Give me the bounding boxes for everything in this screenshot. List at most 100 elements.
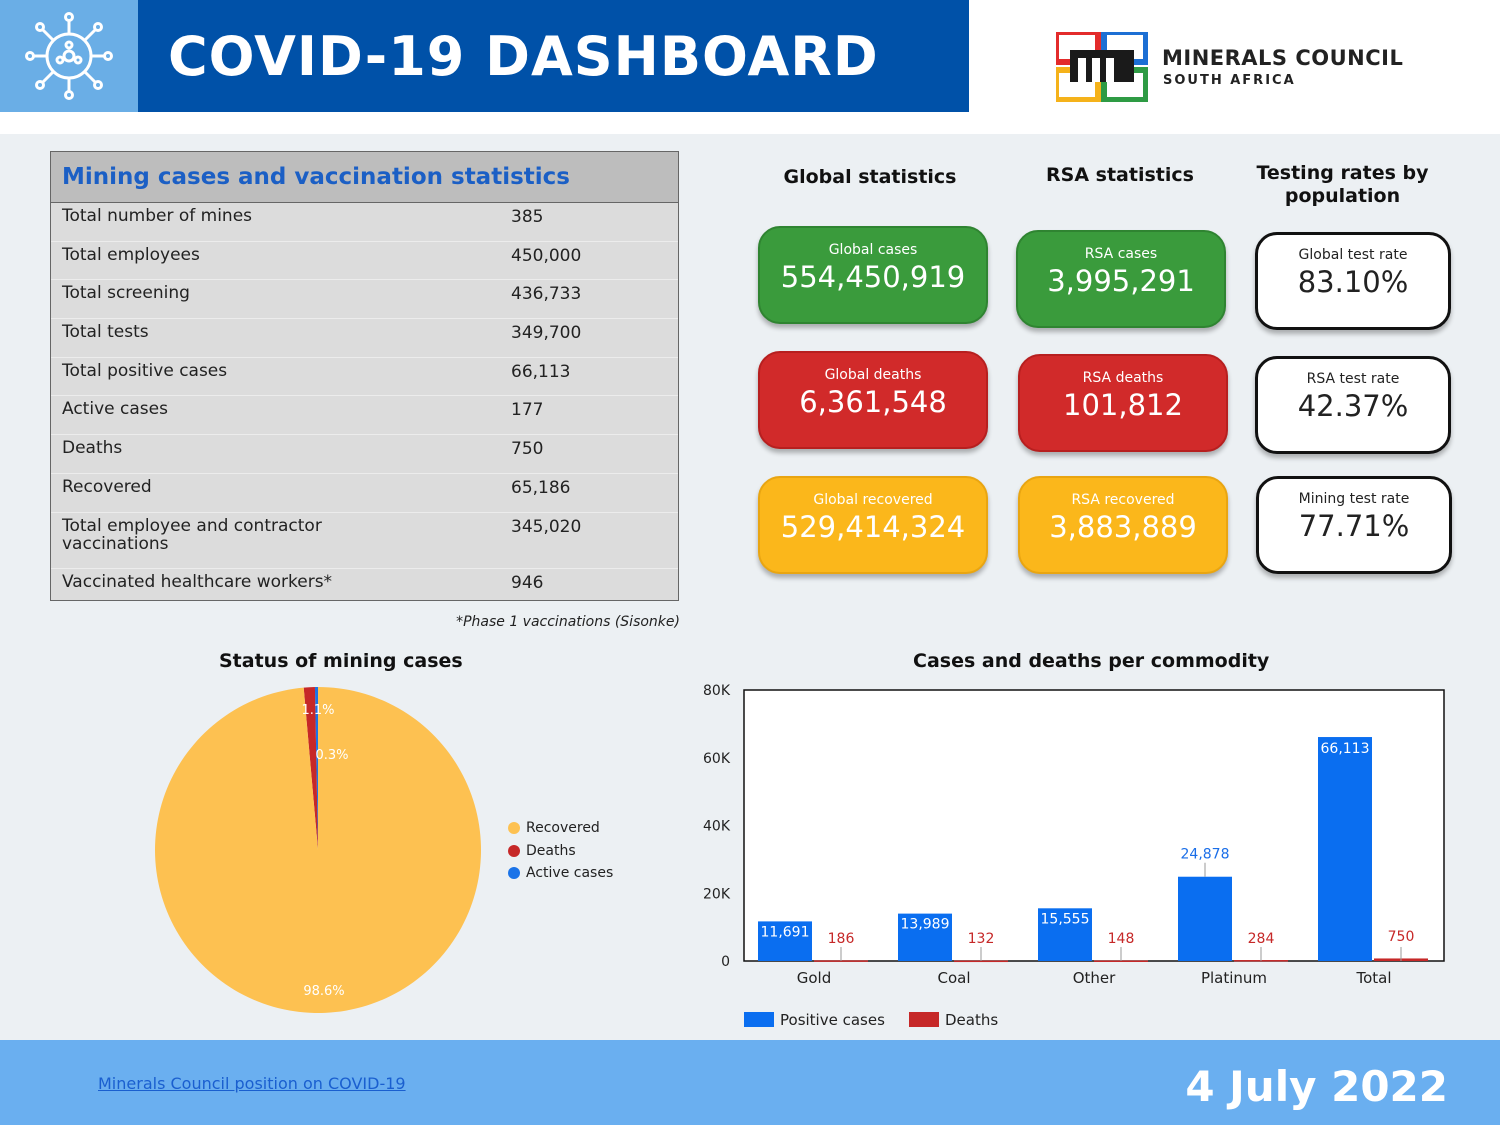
- row-value: 450,000: [511, 245, 582, 266]
- virus-icon: [0, 0, 138, 112]
- row-value: 66,113: [511, 361, 571, 382]
- card-label: Global deaths: [824, 367, 922, 383]
- row-label: Total employee and contractor vaccinatio…: [62, 515, 322, 554]
- bar-deaths: [814, 960, 868, 962]
- pie-label: 98.6%: [303, 984, 344, 999]
- bar-positive-cases: [898, 913, 952, 961]
- card-label: Global test rate: [1298, 247, 1408, 263]
- legend-active: Active cases: [508, 865, 613, 881]
- legend-swatch: [909, 1012, 939, 1027]
- legend-label: Deaths: [945, 1011, 998, 1029]
- rsa-deaths-card: RSA deaths 101,812: [1018, 354, 1228, 452]
- row-value: 349,700: [511, 323, 582, 344]
- card-value: 529,414,324: [780, 510, 966, 544]
- card-value: 42.37%: [1297, 389, 1409, 423]
- rsa-stats-title: RSA statistics: [1046, 164, 1194, 186]
- row-label: Deaths: [62, 438, 123, 459]
- card-label: Global cases: [828, 242, 918, 258]
- row-value: 946: [511, 572, 544, 593]
- row-label: Total positive cases: [62, 360, 228, 381]
- table-row: Total screening 436,733: [51, 280, 678, 320]
- bar-data-label: 15,555: [1041, 911, 1090, 927]
- y-tick-label: 80K: [703, 683, 731, 699]
- bar-data-label: 186: [828, 931, 855, 947]
- bar-deaths: [954, 960, 1008, 963]
- legend-label: Deaths: [526, 843, 576, 859]
- bar-deaths: [1094, 960, 1148, 962]
- pie-slice-recovered: [154, 687, 481, 1013]
- table-footnote: *Phase 1 vaccinations (Sisonke): [456, 614, 680, 630]
- card-value: 3,883,889: [1049, 510, 1197, 544]
- position-link[interactable]: Minerals Council position on COVID-19: [98, 1074, 406, 1093]
- y-tick-label: 20K: [703, 886, 731, 902]
- legend-label: Recovered: [526, 820, 600, 836]
- bar-data-label: 148: [1108, 931, 1135, 947]
- pie-title: Status of mining cases: [219, 650, 463, 672]
- pie-slice-deaths: [303, 687, 318, 850]
- bar-chart-title: Cases and deaths per commodity: [913, 650, 1270, 672]
- legend-label: Positive cases: [780, 1011, 885, 1029]
- card-label: Mining test rate: [1298, 491, 1410, 507]
- legend-dot: [508, 867, 520, 879]
- rsa-cases-card: RSA cases 3,995,291: [1016, 230, 1226, 328]
- logo-mark-icon: [1056, 32, 1148, 102]
- table-header: Mining cases and vaccination statistics: [51, 152, 678, 203]
- card-label: RSA recovered: [1071, 492, 1175, 508]
- legend-recovered: Recovered: [508, 820, 600, 836]
- bar-data-label: 284: [1248, 931, 1275, 947]
- bar-chart: 0 20K 40K 60K 80K Gold 11,691 186 Coal 13,989 132 O…: [703, 683, 1445, 1029]
- page-title: COVID-19 DASHBOARD: [168, 24, 879, 88]
- legend-swatch: [744, 1012, 774, 1027]
- x-tick-label: Gold: [797, 969, 832, 987]
- table-row: Total tests 349,700: [51, 319, 678, 358]
- card-label: RSA test rate: [1306, 371, 1400, 387]
- table-row: Active cases 177: [51, 396, 678, 436]
- report-date: 4 July 2022: [1185, 1062, 1448, 1111]
- legend-dot: [508, 822, 520, 834]
- x-tick-label: Platinum: [1201, 969, 1267, 987]
- x-tick-label: Other: [1073, 969, 1116, 987]
- row-label: Total number of mines: [62, 206, 253, 226]
- header: COVID-19 DASHBOARD MINERALS COUNCIL SOUT…: [0, 0, 1500, 134]
- bar-data-label: 750: [1388, 929, 1415, 945]
- table-row: Total employee and contractor vaccinatio…: [51, 513, 678, 569]
- y-tick-label: 60K: [703, 751, 731, 767]
- bar-positive-cases: [1178, 876, 1232, 961]
- card-value: 101,812: [1063, 388, 1183, 422]
- card-value: 554,450,919: [780, 260, 966, 294]
- table-row: Recovered 65,186: [51, 474, 678, 513]
- row-label: Total screening: [62, 283, 190, 304]
- logo-country: SOUTH AFRICA: [1163, 73, 1296, 88]
- global-stats-title: Global statistics: [783, 166, 957, 188]
- bar-positive-cases: [758, 921, 812, 961]
- minerals-council-logo: MINERALS COUNCIL SOUTH AFRICA: [1056, 32, 1456, 104]
- bar-data-label: 13,989: [901, 917, 950, 933]
- row-label: Active cases: [62, 399, 168, 420]
- x-tick-label: Total: [1355, 969, 1391, 987]
- card-value: 6,361,548: [799, 385, 947, 419]
- row-label: Vaccinated healthcare workers*: [62, 571, 333, 592]
- row-value: 345,020: [511, 516, 582, 537]
- bar-data-label: 66,113: [1321, 741, 1370, 757]
- row-value: 65,186: [511, 477, 571, 498]
- card-label: RSA cases: [1084, 246, 1158, 262]
- rsa-recovered-card: RSA recovered 3,883,889: [1018, 476, 1228, 574]
- card-value: 3,995,291: [1047, 264, 1195, 298]
- row-label: Total tests: [62, 322, 149, 343]
- legend-label: Active cases: [526, 865, 614, 881]
- row-label: Total employees: [62, 244, 200, 265]
- table-row: Deaths 750: [51, 435, 678, 474]
- bar-data-label: 24,878: [1181, 847, 1230, 863]
- pie-slice-active-cases: [314, 687, 318, 850]
- row-value: 750: [511, 439, 544, 460]
- y-tick-label: 0: [721, 954, 730, 970]
- bar-data-label: 132: [968, 931, 995, 947]
- bar-positive-cases: [1038, 908, 1092, 961]
- pie-chart: 98.6% 1.1% 0.3%: [154, 687, 481, 1013]
- table-row: Total number of mines 385: [51, 203, 678, 242]
- table-row: Total employees 450,000: [51, 242, 678, 281]
- bar-positive-cases: [1318, 737, 1372, 961]
- bar-data-label: 11,691: [761, 924, 810, 940]
- pie-label: 0.3%: [315, 748, 348, 763]
- global-recovered-card: Global recovered 529,414,324: [758, 476, 988, 574]
